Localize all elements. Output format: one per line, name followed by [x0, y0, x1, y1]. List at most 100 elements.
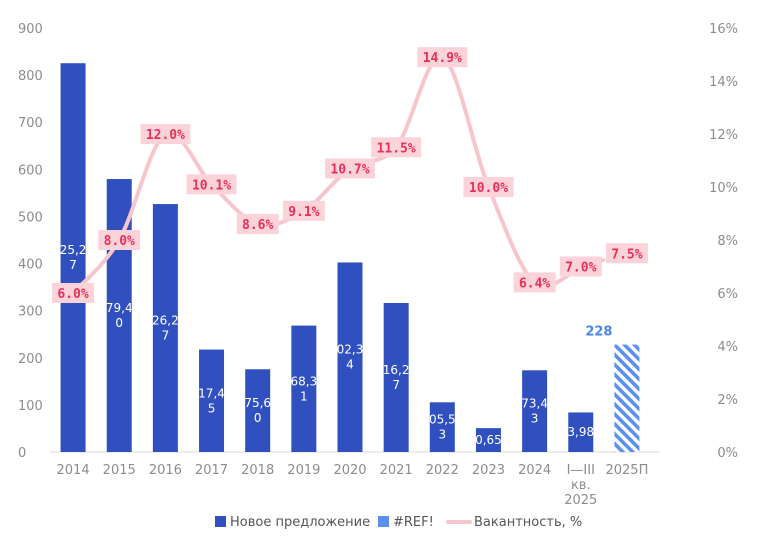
- x-tick-label: 2017: [195, 463, 228, 478]
- left-tick-label: 900: [18, 22, 43, 37]
- right-tick-label: 8%: [717, 234, 738, 249]
- vacancy-value-label: 10.1%: [192, 178, 231, 193]
- x-tick-label: 2019: [287, 463, 320, 478]
- vacancy-value-label: 6.0%: [57, 287, 88, 302]
- vacancy-value-label: 14.9%: [423, 51, 462, 66]
- vacancy-value-label: 8.0%: [104, 234, 135, 249]
- vacancy-value-label: 10.7%: [330, 162, 369, 177]
- bar-value-label: 73,4: [521, 397, 548, 411]
- new-supply-bar: [152, 204, 178, 452]
- left-tick-label: 500: [18, 210, 43, 225]
- right-tick-label: 0%: [717, 446, 738, 461]
- x-tick-label: 2025П: [605, 463, 648, 478]
- left-tick-label: 400: [18, 258, 43, 273]
- x-tick-label: I—III: [567, 463, 595, 478]
- left-tick-label: 0: [18, 446, 26, 461]
- vacancy-value-label: 12.0%: [146, 128, 185, 143]
- bar-value-label: 3: [531, 412, 539, 426]
- vacancy-label-background: [52, 283, 95, 303]
- vacancy-value-label: 8.6%: [242, 218, 273, 233]
- left-tick-label: 700: [18, 116, 43, 131]
- bar-value-label: 0: [115, 316, 123, 330]
- bar-value-label: 17,4: [198, 386, 225, 400]
- bar-value-label: 05,5: [429, 413, 456, 427]
- legend: Новое предложение #REF! Вакантность, %: [215, 515, 582, 530]
- vacancy-labels-group: 6.0% 8.0% 12.0% 10.1% 8.6% 9.1% 10.7% 11.5% 14.9…: [52, 47, 648, 303]
- forecast-value-label: 228: [585, 325, 612, 340]
- bars-group: [60, 63, 640, 453]
- vacancy-label-background: [513, 272, 556, 293]
- right-tick-label: 6%: [717, 287, 738, 302]
- vacancy-value-label: 9.1%: [288, 205, 319, 220]
- new-supply-bar: [475, 428, 501, 452]
- legend-label-vacancy: Вакантность, %: [474, 515, 582, 530]
- right-tick-label: 16%: [709, 22, 738, 37]
- bar-value-label: 1: [300, 389, 308, 403]
- right-tick-label: 2%: [717, 393, 738, 408]
- legend-swatch-new-supply: [215, 516, 226, 527]
- vacancy-label-background: [98, 230, 141, 250]
- bar-value-label: 4: [346, 358, 354, 372]
- vacancy-label-background: [140, 124, 191, 144]
- new-supply-bar: [568, 412, 594, 452]
- x-tick-label: 2022: [426, 463, 459, 478]
- new-supply-bar: [245, 369, 271, 452]
- right-tick-label: 10%: [709, 181, 738, 196]
- x-tick-label: 2015: [103, 463, 136, 478]
- vacancy-value-label: 11.5%: [377, 141, 416, 156]
- vacancy-label-background: [282, 200, 325, 221]
- x-tick-label: 2021: [380, 463, 413, 478]
- right-tick-label: 12%: [709, 128, 738, 143]
- bar-value-label: 79,4: [106, 301, 133, 315]
- left-tick-label: 100: [18, 399, 43, 414]
- x-tick-label: кв.: [571, 478, 591, 493]
- x-tick-label: 2023: [472, 463, 505, 478]
- bar-value-label: 68,3: [290, 374, 317, 388]
- bar-value-label: 16,2: [383, 363, 410, 377]
- left-tick-label: 800: [18, 69, 43, 84]
- x-tick-label: 2025: [564, 493, 597, 508]
- legend-label-new-supply: Новое предложение: [230, 515, 370, 530]
- bar-value-label: 26,2: [152, 314, 179, 328]
- left-tick-label: 300: [18, 305, 43, 320]
- bar-value-label: 3,98: [567, 425, 594, 439]
- x-axis-ticks: 2014 2015 2016 2017 2018 2019 2020 2021 2022 2023…: [57, 463, 649, 508]
- bar-value-label: 25,2: [60, 243, 87, 257]
- vacancy-label-background: [325, 158, 375, 179]
- vacancy-value-label: 10.0%: [469, 181, 508, 196]
- right-axis-ticks: 0% 2% 4% 6% 8% 10% 12% 14% 16%: [709, 22, 738, 461]
- bar-value-label: 75,6: [244, 396, 271, 410]
- new-supply-bar: [291, 325, 317, 452]
- bar-value-label: 7: [392, 378, 400, 392]
- new-supply-bar: [522, 370, 548, 452]
- left-tick-label: 600: [18, 163, 43, 178]
- bar-value-label: 0: [254, 411, 262, 425]
- vacancy-label-background: [371, 137, 422, 158]
- vacancy-label-background: [186, 174, 237, 195]
- new-supply-bar: [199, 349, 225, 452]
- x-tick-label: 2020: [333, 463, 366, 478]
- forecast-hatched-bar: [614, 344, 640, 452]
- bar-value-label: 5: [208, 401, 216, 415]
- bar-value-label: 7: [162, 329, 170, 343]
- new-supply-bar: [337, 262, 363, 452]
- x-tick-label: 2016: [149, 463, 182, 478]
- bar-value-label: 0,65: [475, 433, 502, 447]
- vacancy-label-background: [417, 47, 468, 68]
- x-tick-label: 2024: [518, 463, 551, 478]
- legend-swatch-ref: [378, 516, 389, 527]
- new-supply-bar: [60, 63, 86, 452]
- new-supply-bar: [383, 303, 409, 452]
- right-tick-label: 14%: [709, 75, 738, 90]
- x-tick-label: 2018: [241, 463, 274, 478]
- vacancy-label-background: [605, 243, 648, 264]
- vacancy-label-background: [559, 256, 602, 277]
- bar-value-label: 3: [438, 428, 446, 442]
- left-axis-ticks: 0 100 200 300 400 500 600 700 800 900: [18, 22, 43, 461]
- vacancy-value-label: 6.4%: [519, 276, 550, 291]
- vacancy-label-background: [236, 214, 279, 235]
- bar-value-label: 02,3: [337, 343, 364, 357]
- new-supply-bar: [429, 402, 455, 452]
